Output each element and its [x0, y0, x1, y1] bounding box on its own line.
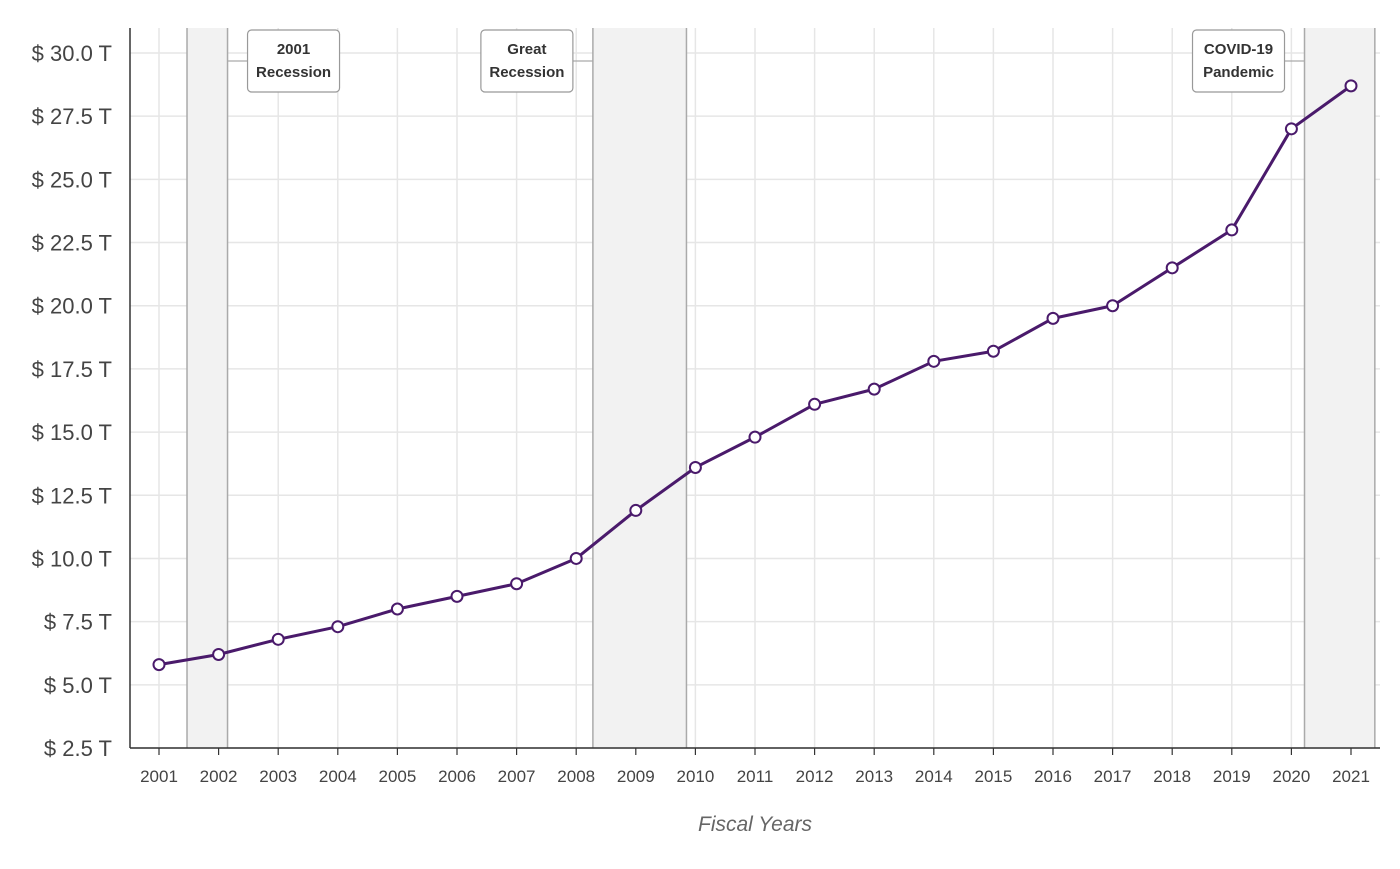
data-point [1225, 223, 1239, 237]
x-tick-label: 2010 [676, 767, 714, 786]
data-point [212, 647, 226, 661]
x-tick-label: 2015 [974, 767, 1012, 786]
data-point [331, 620, 345, 634]
shaded-region [592, 28, 687, 748]
y-tick-label: $ 5.0 T [44, 673, 112, 698]
x-tick-label: 2006 [438, 767, 476, 786]
x-tick-label: 2017 [1094, 767, 1132, 786]
y-tick-label: $ 30.0 T [32, 41, 112, 66]
x-tick-label: 2012 [796, 767, 834, 786]
y-tick-label: $ 20.0 T [32, 294, 112, 319]
data-point [450, 589, 464, 603]
x-tick-label: 2020 [1272, 767, 1310, 786]
data-point [1284, 122, 1298, 136]
x-tick-label: 2011 [737, 767, 774, 786]
data-point [390, 602, 404, 616]
annotation-label: Great [507, 41, 546, 58]
x-tick-label: 2018 [1153, 767, 1191, 786]
x-tick-label: 2008 [557, 767, 595, 786]
x-tick-label: 2016 [1034, 767, 1072, 786]
shaded-regions [186, 28, 1376, 748]
annotation-label: Pandemic [1203, 64, 1274, 81]
series [152, 79, 1358, 672]
y-tick-label: $ 12.5 T [32, 483, 112, 508]
y-tick-label: $ 2.5 T [44, 736, 112, 761]
x-tick-label: 2002 [200, 767, 238, 786]
data-point [510, 577, 524, 591]
x-tick-label: 2009 [617, 767, 655, 786]
annotation-label: 2001 [277, 41, 310, 58]
y-tick-label: $ 10.0 T [32, 546, 112, 571]
x-tick-label: 2014 [915, 767, 953, 786]
data-point [927, 354, 941, 368]
data-point [1165, 261, 1179, 275]
data-point [688, 460, 702, 474]
annotation-label: Recession [489, 64, 564, 81]
annotation-box [480, 29, 574, 93]
x-tick-label: 2019 [1213, 767, 1251, 786]
data-point [629, 503, 643, 517]
x-tick-label: 2013 [855, 767, 893, 786]
annotation-label: Recession [256, 64, 331, 81]
x-tick-label: 2001 [140, 767, 178, 786]
y-tick-label: $ 7.5 T [44, 610, 112, 635]
y-axis-ticks: $ 2.5 T $ 5.0 T $ 7.5 T $ 10.0 T $ 12.5 T $ 1… [32, 41, 112, 761]
annotation-box [246, 29, 341, 93]
annotations: 2001 Recession Great Recession COVID-19 Pande… [227, 29, 1305, 93]
y-tick-label: $ 27.5 T [32, 104, 112, 129]
data-point [986, 344, 1000, 358]
y-tick-label: $ 22.5 T [32, 231, 112, 256]
x-tick-label: 2003 [259, 767, 297, 786]
y-tick-label: $ 25.0 T [32, 167, 112, 192]
x-axis-ticks: 2001 2002 2003 2004 2005 2006 2007 2008 2009 2010… [140, 748, 1370, 786]
data-point [748, 430, 762, 444]
shaded-region [187, 28, 228, 748]
data-point [152, 658, 166, 672]
x-axis-label: Fiscal Years [698, 813, 812, 836]
x-tick-label: 2004 [319, 767, 357, 786]
annotation-label: COVID-19 [1204, 41, 1273, 58]
data-point [867, 382, 881, 396]
shaded-region [1304, 28, 1375, 748]
data-point [1046, 311, 1060, 325]
data-point [1344, 79, 1358, 93]
annotation-box [1191, 29, 1286, 93]
grid-lines [130, 28, 1380, 749]
x-tick-label: 2021 [1332, 767, 1370, 786]
data-point [1106, 299, 1120, 313]
data-point [569, 551, 583, 565]
y-tick-label: $ 15.0 T [32, 420, 112, 445]
x-tick-label: 2007 [498, 767, 536, 786]
y-tick-label: $ 17.5 T [32, 357, 112, 382]
x-tick-label: 2005 [378, 767, 416, 786]
data-point [271, 632, 285, 646]
data-point [808, 397, 822, 411]
